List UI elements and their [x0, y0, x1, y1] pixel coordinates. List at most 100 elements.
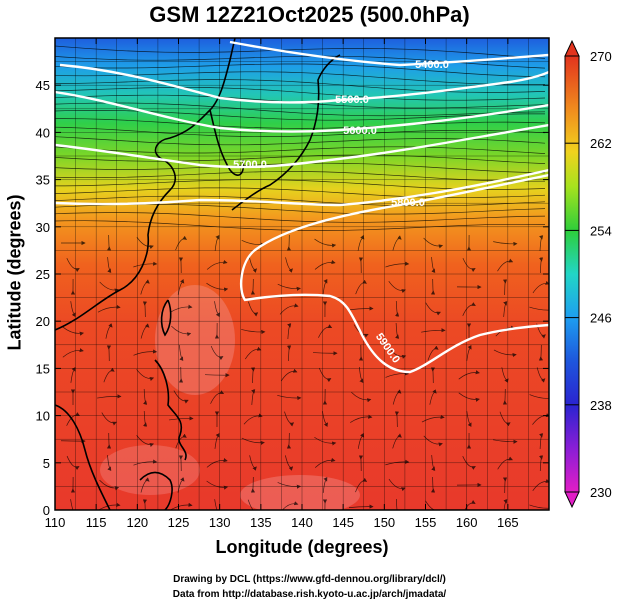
streamline — [55, 71, 546, 85]
streamline-arrow — [107, 455, 112, 471]
streamline-arrow — [529, 306, 549, 313]
chart-title: GSM 12Z21Oct2025 (500.0hPa) — [149, 2, 470, 27]
streamline-arrow — [423, 237, 444, 249]
streamline-arrow — [214, 301, 220, 317]
streamline-arrow — [179, 345, 184, 361]
streamline-arrow — [503, 301, 508, 317]
streamline-arrow — [503, 499, 508, 510]
streamline-arrow — [314, 457, 336, 468]
streamline-arrow — [351, 392, 372, 403]
streamline-arrow — [140, 323, 150, 339]
streamline-arrow — [392, 235, 402, 251]
streamline-arrow — [529, 504, 549, 510]
streamline-arrow — [536, 367, 546, 383]
streamline — [55, 63, 546, 78]
x-tick-label: 115 — [86, 515, 107, 530]
streamline-arrow — [462, 456, 476, 470]
coastline-japan — [231, 54, 341, 211]
streamline-arrow — [66, 412, 81, 426]
streamline-arrow — [133, 349, 158, 356]
streamline-arrow — [106, 234, 112, 251]
streamline-arrow — [169, 416, 194, 421]
streamline-arrow — [251, 389, 256, 405]
streamline-arrow — [493, 349, 517, 358]
credit-data: Data from http://database.rish.kyoto-u.a… — [172, 589, 447, 600]
x-tick-label: 110 — [45, 515, 66, 530]
streamline-arrow — [502, 279, 508, 296]
streamline-arrow — [529, 394, 549, 401]
y-tick-label: 35 — [36, 173, 50, 188]
streamline-arrow — [285, 455, 294, 471]
y-tick-label: 30 — [36, 220, 50, 235]
streamline-arrow — [136, 369, 155, 381]
streamline-arrow — [277, 283, 301, 291]
streamline-arrow — [497, 258, 514, 272]
streamline-arrow — [62, 326, 85, 336]
contour-5700 — [55, 123, 549, 169]
x-tick-label: 135 — [250, 515, 272, 530]
streamline-arrow — [350, 414, 373, 423]
streamline-arrow — [499, 411, 511, 427]
streamline — [55, 45, 546, 59]
streamline-arrow — [214, 234, 220, 251]
contour-label: 5700.0 — [233, 159, 267, 171]
y-tick-label: 20 — [36, 314, 50, 329]
streamline-arrow — [97, 394, 122, 399]
streamline-arrow — [539, 235, 544, 251]
colorbar-tick-label: 230 — [590, 485, 612, 500]
streamline-arrow — [140, 279, 150, 295]
streamline-arrow — [539, 455, 544, 472]
streamline — [55, 136, 546, 146]
streamline-arrow — [169, 304, 193, 313]
colorbar-tick-label: 254 — [590, 223, 612, 238]
streamline-arrow — [250, 476, 256, 493]
streamline-arrow — [249, 455, 257, 471]
streamline-arrow — [322, 476, 328, 493]
streamline-arrow — [136, 236, 154, 250]
streamline-arrow — [395, 300, 400, 317]
streamline-arrow — [430, 367, 436, 384]
streamline-arrow — [322, 411, 328, 427]
streamline-arrow — [430, 476, 436, 493]
warm-region — [100, 445, 200, 495]
streamline-arrow — [97, 304, 121, 313]
streamline-arrow — [532, 280, 549, 294]
streamline-arrow — [431, 257, 436, 273]
coastline-taiwan — [160, 299, 172, 337]
streamline-arrow — [70, 366, 76, 383]
axis-ticks: 110 115 120 125 130 135 140 145 150 155 160 165 0 5 10… — [36, 38, 549, 530]
streamline-arrow — [277, 394, 302, 401]
streamline-arrow — [421, 414, 445, 423]
streamline-arrow — [171, 325, 192, 337]
streamline-arrow — [314, 238, 337, 248]
contour-label: 5600.0 — [343, 125, 377, 137]
streamline-arrow — [106, 345, 112, 362]
streamline-arrow — [502, 388, 508, 405]
streamline-arrow — [248, 301, 259, 317]
streamline-arrow — [462, 257, 476, 273]
streamline-arrow — [101, 412, 117, 426]
y-tick-label: 5 — [43, 456, 50, 471]
streamline — [55, 187, 546, 199]
streamline-arrow — [250, 278, 256, 295]
streamline-arrow — [280, 368, 298, 382]
streamline-arrow — [214, 432, 220, 449]
streamline-arrow — [395, 323, 400, 339]
streamline-arrow — [429, 389, 437, 405]
streamline-arrow — [142, 301, 148, 318]
x-tick-label: 130 — [209, 515, 231, 530]
streamline-arrow — [281, 501, 299, 510]
credit-drawing: Drawing by DCL (https://www.gfd-dennou.o… — [173, 574, 446, 585]
streamline-arrow — [458, 370, 480, 380]
x-tick-label: 150 — [373, 515, 395, 530]
streamline-arrow — [206, 458, 228, 468]
streamline-arrow — [532, 478, 549, 492]
contour-5600 — [55, 90, 549, 133]
y-tick-label: 0 — [43, 503, 50, 518]
streamline-arrow — [175, 235, 188, 251]
contour-5400 — [229, 40, 549, 67]
streamline-arrow — [466, 344, 472, 361]
streamline-arrow — [284, 411, 295, 427]
streamline-arrow — [421, 328, 446, 333]
contour-label: 5500.0 — [335, 94, 369, 106]
